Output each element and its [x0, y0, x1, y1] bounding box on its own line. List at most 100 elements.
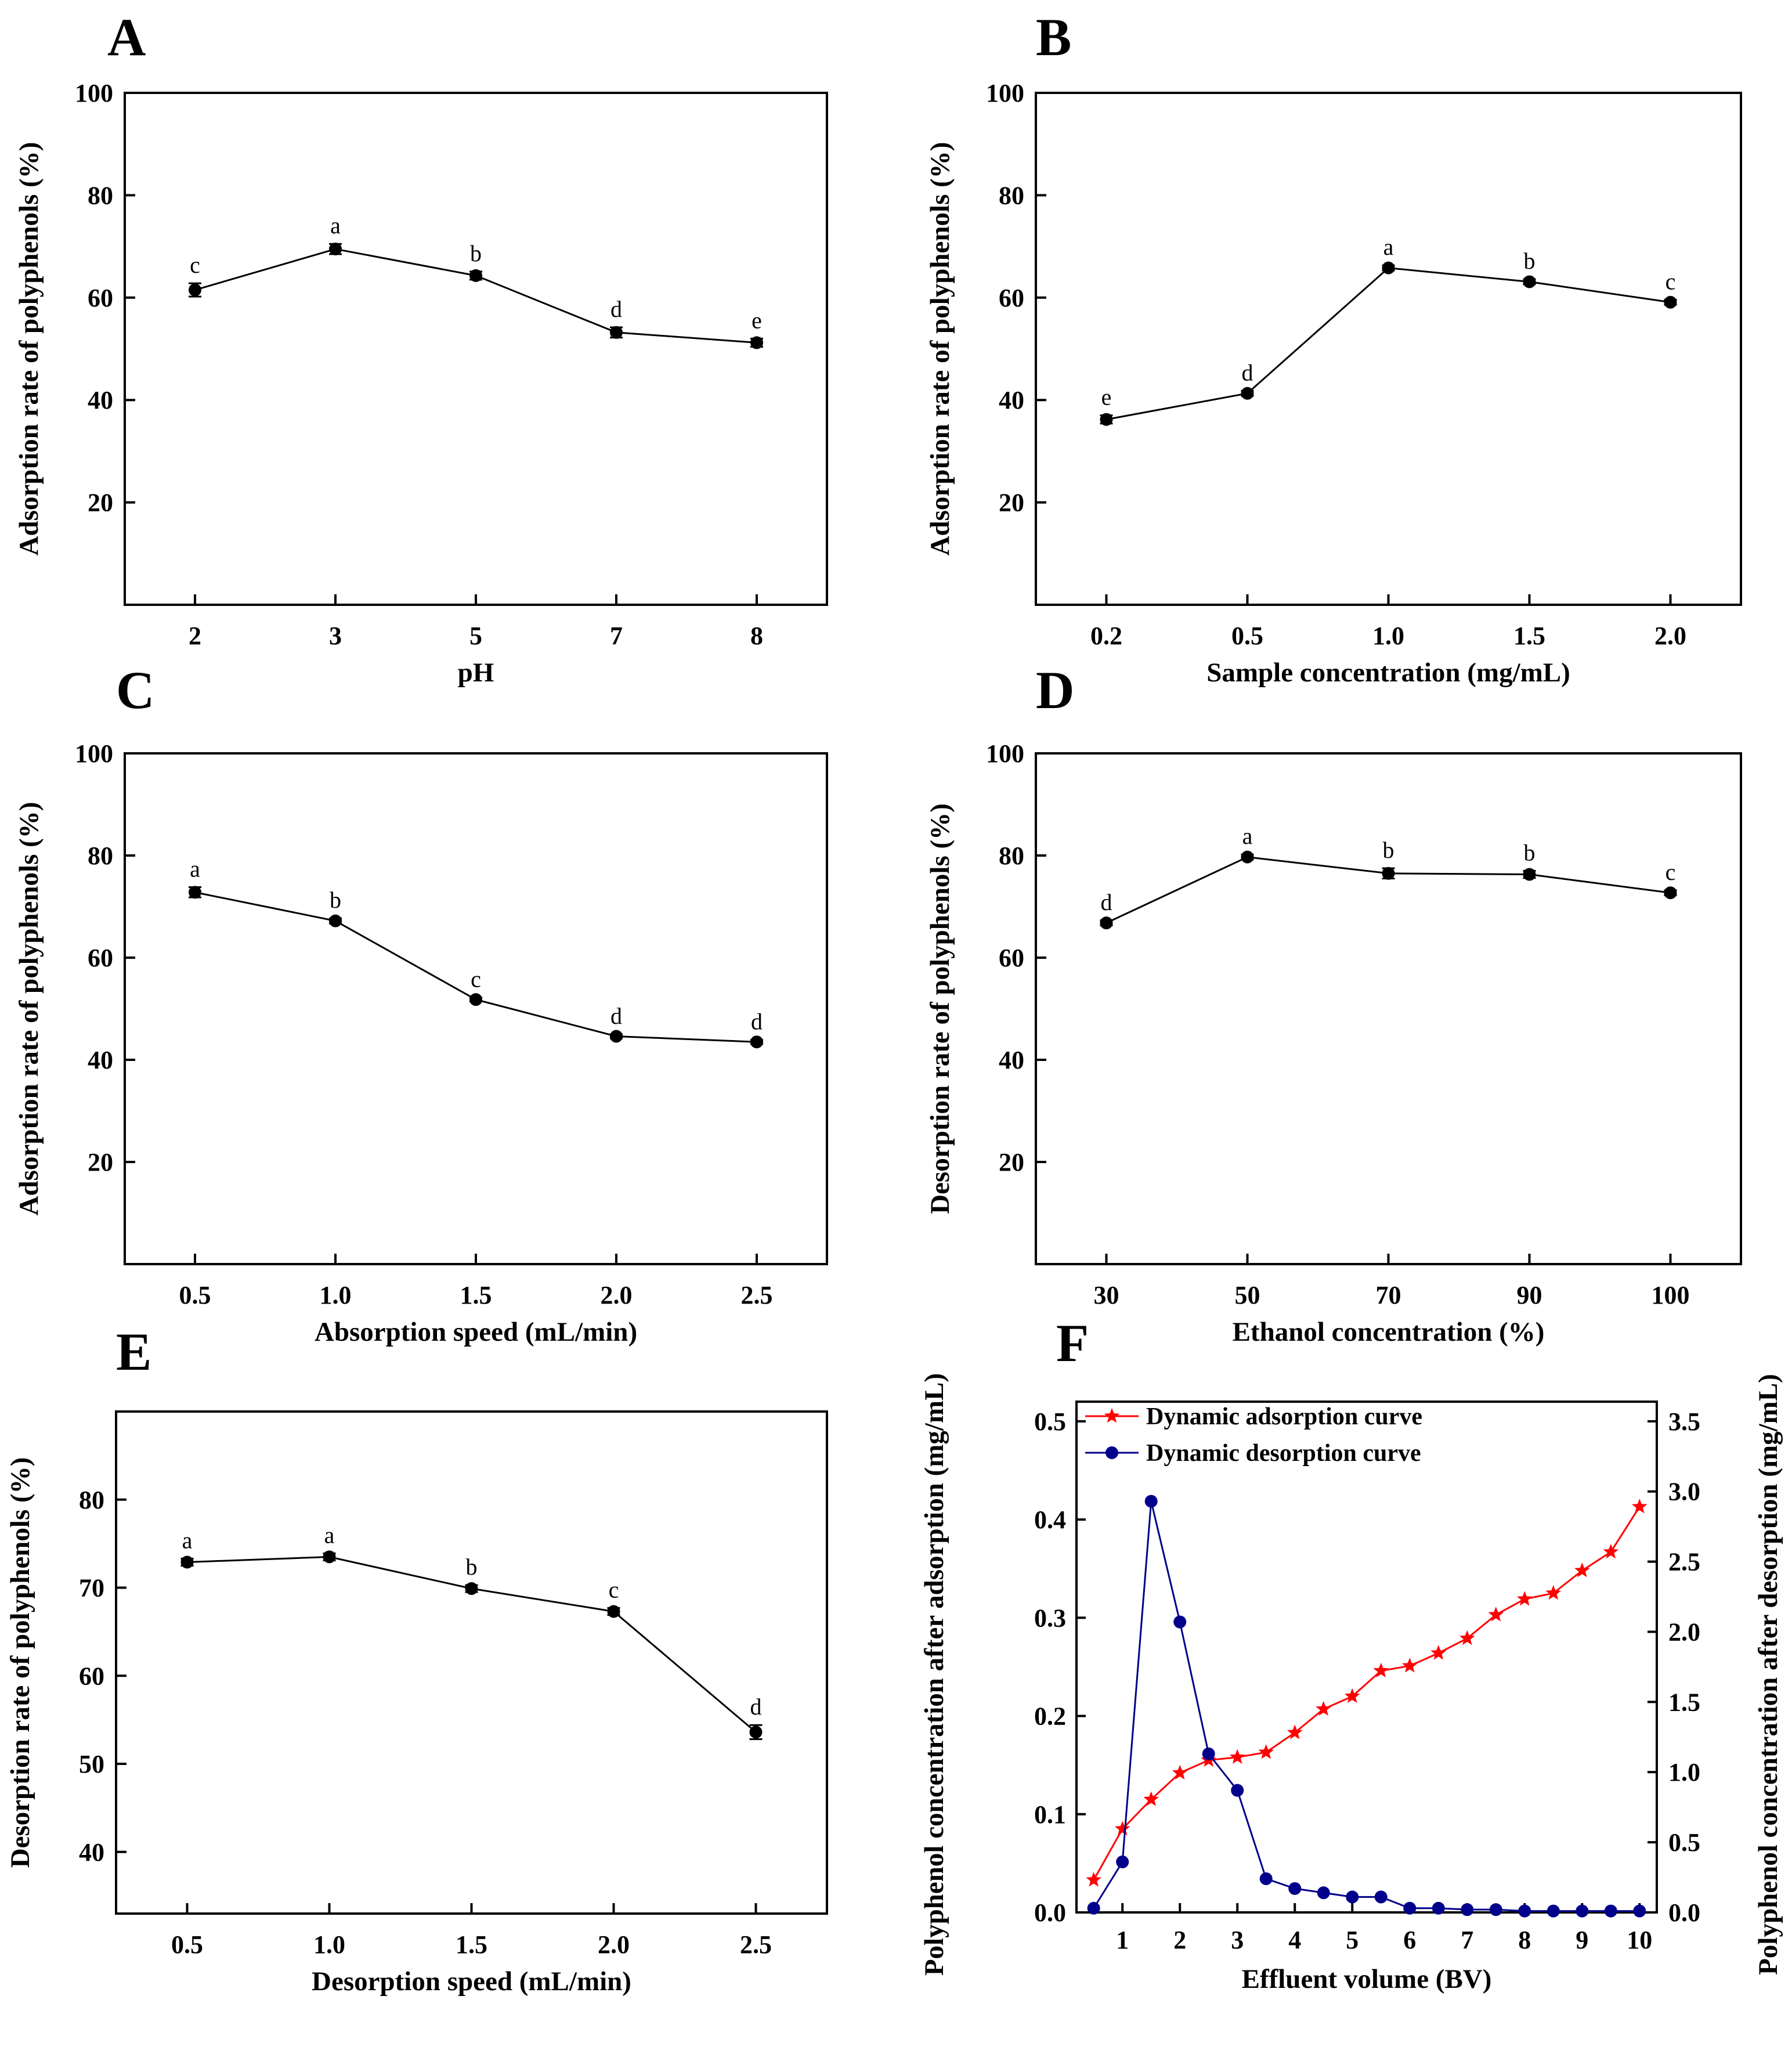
- data-point: [1523, 275, 1536, 288]
- y-tick-label: 80: [88, 842, 113, 870]
- x-tick-label: 2.5: [740, 1930, 772, 1959]
- y-tick-label: 100: [75, 79, 113, 107]
- significance-letter: a: [324, 1522, 335, 1548]
- desorption-line: [1093, 1501, 1640, 1912]
- y-axis-label: Adsorption rate of polyphenols (%): [925, 142, 955, 556]
- y-tick-label: 100: [986, 79, 1024, 107]
- y-left-tick-label: 0.5: [1034, 1407, 1066, 1436]
- desorption-point: [1432, 1901, 1445, 1915]
- x-tick-label: 2.0: [598, 1930, 630, 1959]
- y-axis-label: Adsorption rate of polyphenols (%): [14, 802, 44, 1216]
- y-right-tick-label: 2.5: [1668, 1548, 1700, 1576]
- panel-label: E: [116, 1322, 151, 1381]
- data-point: [180, 1555, 194, 1569]
- significance-letter: b: [1524, 839, 1536, 865]
- x-tick-label: 70: [1376, 1281, 1401, 1309]
- data-point: [469, 993, 482, 1006]
- significance-letter: b: [470, 240, 482, 266]
- x-tick-label: 1.5: [456, 1930, 487, 1959]
- y-right-tick-label: 0.0: [1668, 1898, 1700, 1927]
- adsorption-point: [1545, 1585, 1562, 1600]
- x-tick-label: 3: [329, 622, 342, 650]
- plot-frame: [115, 1410, 828, 1915]
- y-tick-label: 60: [88, 284, 113, 312]
- significance-letter: b: [330, 887, 341, 913]
- desorption-point: [1231, 1784, 1244, 1797]
- desorption-point: [1461, 1903, 1474, 1916]
- x-tick-label: 1.0: [1372, 622, 1404, 650]
- x-tick-label: 90: [1517, 1281, 1542, 1309]
- y-left-tick-label: 0.4: [1034, 1506, 1066, 1534]
- desorption-point: [1317, 1886, 1330, 1900]
- data-point: [1664, 886, 1677, 900]
- y-left-tick-label: 0.1: [1034, 1800, 1066, 1829]
- adsorption-point: [1114, 1821, 1130, 1836]
- data-point: [1241, 850, 1254, 864]
- y-tick-label: 100: [986, 739, 1024, 768]
- data-point: [329, 243, 342, 256]
- significance-letter: d: [610, 296, 622, 322]
- plot-frame: [1035, 752, 1742, 1265]
- y-tick-label: 20: [88, 1148, 113, 1176]
- x-tick-label: 1.5: [1513, 622, 1545, 650]
- y-tick-label: 80: [88, 181, 113, 210]
- x-tick-label: 2.0: [601, 1281, 633, 1309]
- desorption-point: [1518, 1904, 1531, 1918]
- x-tick-label: 4: [1288, 1926, 1301, 1954]
- y-right-tick-label: 1.5: [1668, 1688, 1700, 1716]
- data-point: [189, 283, 201, 297]
- x-tick-label: 8: [1518, 1926, 1531, 1954]
- y-right-tick-label: 0.5: [1668, 1828, 1700, 1857]
- data-point: [607, 1605, 620, 1618]
- desorption-point: [1547, 1904, 1560, 1918]
- y-right-tick-label: 1.0: [1668, 1758, 1700, 1786]
- legend-label: Dynamic adsorption curve: [1146, 1403, 1422, 1430]
- x-tick-label: 7: [610, 622, 623, 650]
- x-tick-label: 2.5: [741, 1281, 773, 1309]
- y-right-tick-label: 2.0: [1668, 1618, 1700, 1646]
- panel-a: A 20 40 60 80 100 2 3 5 7 8 pH Adsorption rate of po…: [14, 8, 828, 688]
- panel-c: C 20 40 60 80 100 0.5 1.0 1.5 2.0 2.5 Absorption sp…: [14, 660, 828, 1347]
- x-axis-label: Absorption speed (mL/min): [315, 1317, 637, 1347]
- y-axis-label: Desorption rate of polyphenols (%): [925, 803, 955, 1214]
- y-right-tick-label: 3.5: [1668, 1407, 1700, 1436]
- plot-frame: [124, 752, 828, 1265]
- y-tick-label: 60: [999, 944, 1024, 972]
- plot-frame: [1035, 92, 1742, 606]
- y-left-tick-label: 0.0: [1034, 1898, 1066, 1927]
- x-axis-label: pH: [458, 658, 494, 688]
- adsorption-point: [1344, 1688, 1360, 1703]
- desorption-point: [1633, 1904, 1646, 1918]
- adsorption-point: [1603, 1543, 1619, 1559]
- y-tick-label: 60: [999, 284, 1024, 312]
- y-axis-label: Desorption rate of polyphenols (%): [5, 1457, 35, 1868]
- x-axis-label: Ethanol concentration (%): [1233, 1317, 1545, 1347]
- adsorption-point: [1517, 1591, 1533, 1606]
- adsorption-point: [1373, 1662, 1389, 1677]
- panel-label: D: [1036, 660, 1074, 720]
- adsorption-point: [1430, 1645, 1447, 1660]
- significance-letter: a: [190, 856, 200, 882]
- data-point: [329, 914, 342, 927]
- x-axis-label: Desorption speed (mL/min): [312, 1966, 631, 1997]
- significance-letter: e: [1101, 384, 1112, 410]
- x-tick-label: 0.5: [171, 1930, 203, 1959]
- adsorption-point: [1086, 1872, 1101, 1887]
- data-point: [465, 1582, 478, 1596]
- x-tick-label: 7: [1461, 1926, 1473, 1954]
- adsorption-point: [1459, 1630, 1475, 1645]
- data-point: [469, 269, 482, 282]
- desorption-point: [1173, 1615, 1187, 1629]
- data-point: [1382, 867, 1395, 880]
- plot-frame: [124, 92, 828, 606]
- significance-letter: a: [330, 212, 341, 239]
- y-tick-label: 100: [75, 739, 113, 768]
- significance-letter: d: [1242, 359, 1253, 385]
- significance-letter: a: [1383, 234, 1394, 260]
- data-point: [750, 1035, 763, 1049]
- y-left-axis-label: Polyphenol concentration after adsorptio…: [919, 1373, 949, 1976]
- significance-letter: c: [471, 966, 481, 992]
- y-left-tick-label: 0.3: [1034, 1604, 1066, 1632]
- y-tick-label: 20: [999, 489, 1024, 517]
